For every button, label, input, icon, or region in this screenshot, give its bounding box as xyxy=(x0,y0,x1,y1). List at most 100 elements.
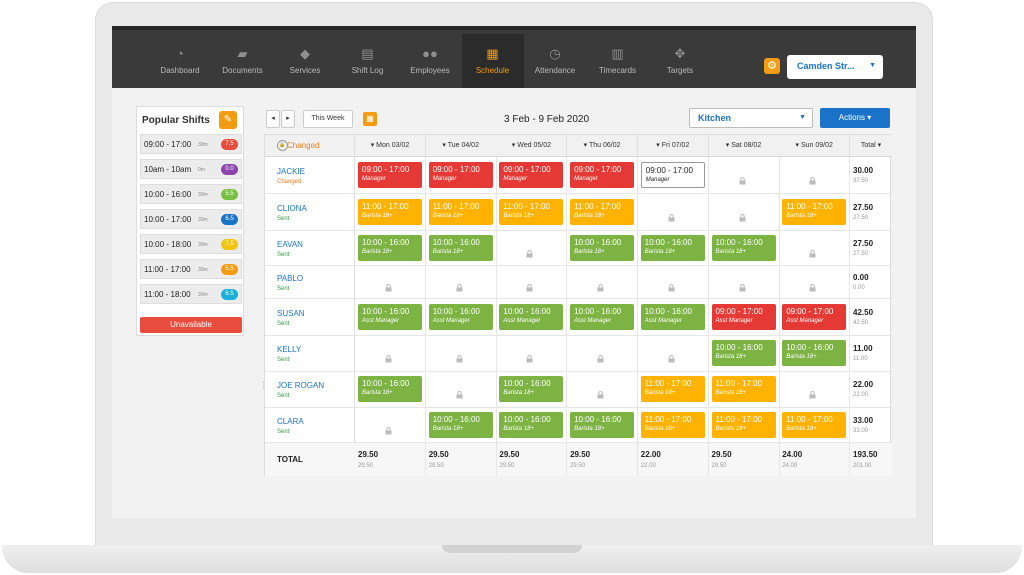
employee-cell[interactable]: PABLO Sent xyxy=(265,266,355,299)
employee-name[interactable]: JOE ROGAN xyxy=(277,381,325,390)
schedule-cell[interactable]: 10:00 - 16:00 Barista 18+ xyxy=(496,372,568,408)
employee-name[interactable]: JACKIE xyxy=(277,166,306,176)
employee-name[interactable]: CLIONA xyxy=(277,203,307,213)
nav-item-employees[interactable]: ●● Employees xyxy=(399,34,461,88)
schedule-cell[interactable] xyxy=(355,408,426,443)
employee-name[interactable]: PABLO xyxy=(277,273,304,283)
schedule-cell[interactable] xyxy=(567,336,639,372)
shift-block[interactable]: 11:00 - 17:00 Barista 18+ xyxy=(640,376,705,402)
schedule-cell[interactable] xyxy=(496,336,568,372)
schedule-cell[interactable]: 09:00 - 17:00 Manager xyxy=(567,157,639,194)
shift-block[interactable]: 10:00 - 16:00 Barista 18+ xyxy=(358,376,422,402)
schedule-cell[interactable]: 10:00 - 16:00 Barista 18+ xyxy=(567,408,639,443)
schedule-cell[interactable]: 09:00 - 17:00 Asst Manager xyxy=(779,299,851,336)
shift-block[interactable]: 10:00 - 16:00 Asst Manager xyxy=(499,303,564,330)
popular-shift-item[interactable]: 10:00 - 18:00 30m 7.5 xyxy=(140,234,242,254)
schedule-cell[interactable]: 10:00 - 16:00 Barista 18+ xyxy=(425,231,497,266)
schedule-cell[interactable]: 09:00 - 17:00 Asst Manager xyxy=(708,299,780,336)
employee-cell[interactable]: JOE ROGAN Sent xyxy=(265,372,355,408)
employee-name[interactable]: EAVAN xyxy=(277,239,303,249)
schedule-cell[interactable]: 10:00 - 16:00 Barista 18+ xyxy=(355,231,426,266)
schedule-cell[interactable] xyxy=(425,266,497,299)
total-header[interactable]: Total ▾ xyxy=(850,135,892,157)
schedule-cell[interactable]: 11:00 - 17:00 Barista 18+ xyxy=(567,194,639,231)
nav-item-shift-log[interactable]: ▤ Shift Log xyxy=(337,34,399,88)
calendar-icon[interactable]: ▦ xyxy=(363,112,377,126)
schedule-cell[interactable]: 10:00 - 16:00 Asst Manager xyxy=(567,299,639,336)
schedule-cell[interactable] xyxy=(496,266,568,299)
schedule-cell[interactable]: 10:00 - 16:00 Barista 18+ xyxy=(425,408,497,443)
employee-cell[interactable]: SUSAN Sent xyxy=(265,299,355,336)
shift-block[interactable]: 09:00 - 17:00 Asst Manager xyxy=(782,303,847,330)
nav-item-attendance[interactable]: ◷ Attendance xyxy=(524,34,586,88)
popular-shift-item[interactable]: 10am - 10am 0m 0.0 xyxy=(140,159,242,179)
schedule-cell[interactable]: 10:00 - 16:00 Asst Manager xyxy=(637,299,709,336)
schedule-cell[interactable] xyxy=(637,194,709,231)
schedule-cell[interactable] xyxy=(637,336,709,372)
day-header[interactable]: ▾ Mon 03/02 xyxy=(355,135,426,157)
schedule-cell[interactable]: 11:00 - 17:00 Barista 18+ xyxy=(708,408,780,443)
shift-block[interactable]: 11:00 - 17:00 Barista 18+ xyxy=(570,198,635,225)
shift-block[interactable]: 10:00 - 16:00 Barista 18+ xyxy=(499,376,564,402)
shift-block[interactable]: 10:00 - 16:00 Barista 18+ xyxy=(570,234,635,261)
schedule-cell[interactable] xyxy=(567,266,639,299)
shift-block[interactable]: 10:00 - 16:00 Barista 18+ xyxy=(499,411,564,438)
schedule-cell[interactable]: 10:00 - 16:00 Barista 18+ xyxy=(637,231,709,266)
schedule-cell[interactable]: 11:00 - 17:00 Barista 18+ xyxy=(355,194,426,231)
schedule-cell[interactable] xyxy=(355,266,426,299)
schedule-cell[interactable]: 10:00 - 16:00 Barista 18+ xyxy=(567,231,639,266)
prev-week-button[interactable]: ◂ xyxy=(266,110,280,128)
shift-block[interactable]: 11:00 - 17:00 Barista 18+ xyxy=(499,198,564,225)
schedule-cell[interactable] xyxy=(708,157,780,194)
unavailable-button[interactable]: Unavailable xyxy=(140,317,242,333)
nav-item-dashboard[interactable]: ◔ Dashboard xyxy=(149,34,211,88)
schedule-cell[interactable]: 11:00 - 17:00 Barista 18+ xyxy=(425,194,497,231)
shift-block[interactable]: 11:00 - 17:00 Barista 18+ xyxy=(358,198,422,225)
actions-button[interactable]: Actions ▾ xyxy=(820,108,890,128)
shift-block[interactable]: 10:00 - 16:00 Asst Manager xyxy=(570,303,635,330)
shift-block[interactable]: 10:00 - 16:00 Asst Manager xyxy=(640,303,705,330)
schedule-cell[interactable] xyxy=(355,336,426,372)
popular-shift-item[interactable]: 10:00 - 16:00 30m 5.5 xyxy=(140,184,242,204)
schedule-cell[interactable]: 10:00 - 16:00 Barista 18+ xyxy=(496,408,568,443)
nav-item-documents[interactable]: ▰ Documents xyxy=(212,34,274,88)
day-header[interactable]: ▾ Fri 07/02 xyxy=(637,135,709,157)
employee-name[interactable]: CLARA xyxy=(277,416,304,426)
day-header[interactable]: ▾ Sat 08/02 xyxy=(708,135,780,157)
shift-block[interactable]: 10:00 - 16:00 Barista 18+ xyxy=(640,234,705,261)
this-week-button[interactable]: This Week xyxy=(303,110,353,128)
settings-gear-icon[interactable]: ⚙ xyxy=(764,58,780,74)
changed-filter[interactable]: 🔒 Changed xyxy=(265,135,355,157)
shift-block[interactable]: 11:00 - 17:00 Barista 18+ xyxy=(782,198,847,225)
popular-shift-item[interactable]: 10:00 - 17:00 30m 6.5 xyxy=(140,209,242,229)
popular-shift-item[interactable]: 11:00 - 18:00 30m 6.5 xyxy=(140,284,242,304)
popular-shift-item[interactable]: 11:00 - 17:00 30m 5.5 xyxy=(140,259,242,279)
schedule-cell[interactable]: 11:00 - 17:00 Barista 18+ xyxy=(779,408,851,443)
schedule-cell[interactable] xyxy=(425,372,497,408)
employee-cell[interactable]: EAVAN Sent xyxy=(265,231,355,266)
schedule-cell[interactable] xyxy=(708,194,780,231)
schedule-cell[interactable]: 10:00 - 16:00 Barista 18+ xyxy=(355,372,426,408)
schedule-cell[interactable]: 09:00 - 17:00 Manager xyxy=(637,157,709,194)
schedule-cell[interactable] xyxy=(779,372,851,408)
shift-block[interactable]: 10:00 - 16:00 Barista 18+ xyxy=(570,411,635,438)
shift-block[interactable]: 10:00 - 16:00 Barista 18+ xyxy=(358,234,422,261)
schedule-cell[interactable] xyxy=(496,231,568,266)
schedule-cell[interactable]: 11:00 - 17:00 Barista 18+ xyxy=(496,194,568,231)
employee-name[interactable]: KELLY xyxy=(277,345,302,354)
day-header[interactable]: ▾ Sun 09/02 xyxy=(779,135,851,157)
schedule-cell[interactable]: 11:00 - 17:00 Barista 18+ xyxy=(637,372,709,408)
nav-item-targets[interactable]: ✥ Targets xyxy=(649,34,711,88)
shift-block[interactable]: 09:00 - 17:00 Manager xyxy=(640,161,705,188)
nav-item-services[interactable]: ◆ Services xyxy=(274,34,336,88)
day-header[interactable]: ▾ Wed 05/02 xyxy=(496,135,568,157)
schedule-cell[interactable] xyxy=(779,231,851,266)
shift-block[interactable]: 10:00 - 16:00 Asst Manager xyxy=(428,303,493,330)
schedule-cell[interactable]: 11:00 - 17:00 Barista 18+ xyxy=(708,372,780,408)
shift-block[interactable]: 09:00 - 17:00 Manager xyxy=(428,161,493,188)
popular-shift-item[interactable]: 09:00 - 17:00 30m 7.5 xyxy=(140,134,242,154)
shift-block[interactable]: 10:00 - 16:00 Barista 18+ xyxy=(711,340,776,366)
shift-block[interactable]: 09:00 - 17:00 Manager xyxy=(570,161,635,188)
shift-block[interactable]: 11:00 - 17:00 Barista 18+ xyxy=(711,376,776,402)
employee-cell[interactable]: CLARA Sent xyxy=(265,408,355,443)
